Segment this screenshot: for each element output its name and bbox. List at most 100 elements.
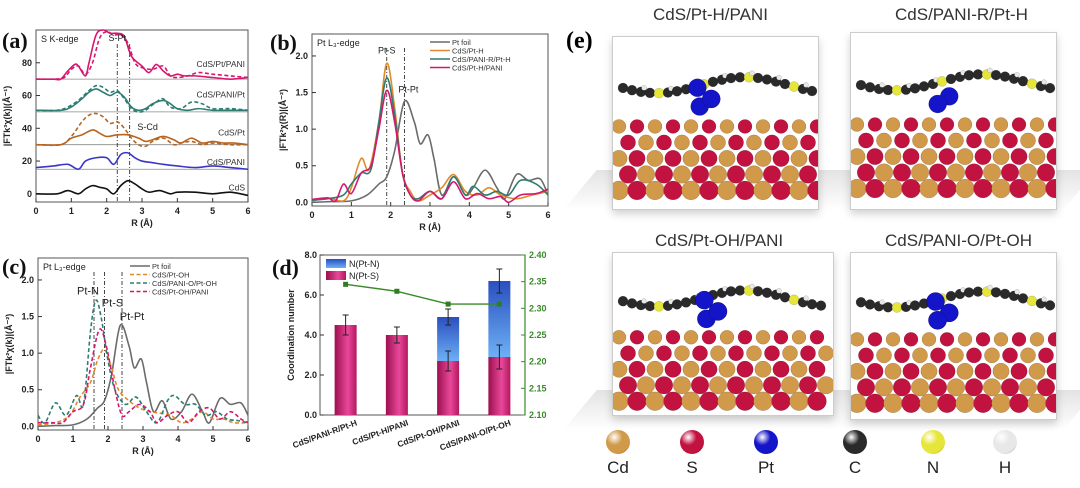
atom-sphere — [818, 345, 833, 362]
x-tick-label: 3 — [140, 434, 145, 444]
atom-sphere — [991, 178, 1011, 199]
atom-sphere — [882, 301, 894, 313]
atom-sphere — [910, 378, 930, 397]
plot-frame — [35, 29, 249, 203]
atom-sphere — [629, 329, 645, 345]
atom-sphere — [671, 85, 683, 97]
atom-sphere — [975, 117, 991, 132]
atom-sphere — [737, 119, 753, 134]
atom-sphere — [780, 165, 800, 184]
atom-legend-c: C — [825, 430, 885, 478]
atom-sphere — [883, 393, 903, 413]
legend-swatch — [326, 259, 346, 268]
atom-sphere — [891, 85, 903, 96]
curve-label: CdS/Pt/PANI — [197, 59, 246, 69]
atom-sphere — [638, 345, 654, 362]
bar-pt-n — [488, 281, 511, 357]
atom-legend: Cd S Pt C N H — [560, 430, 1080, 488]
y2-tick-label: 2.35 — [529, 277, 547, 287]
atom-sphere — [627, 180, 647, 201]
atom-sphere — [707, 76, 719, 88]
series-line — [38, 328, 249, 425]
atom-sphere — [681, 180, 701, 201]
atom-sphere — [656, 134, 672, 151]
atom-sphere — [749, 70, 755, 76]
y-axis-label: |FTk²χ(k)|(Å⁻²) — [4, 314, 14, 374]
atom-legend-pt: Pt — [736, 430, 796, 478]
s-atom-icon — [680, 430, 704, 454]
atom-sphere — [746, 134, 762, 151]
model-frame-3 — [612, 252, 834, 416]
atom-sphere — [816, 376, 833, 395]
x-tick-label: 1 — [70, 434, 75, 444]
atom-sphere — [946, 378, 966, 397]
y-tick-label: 8.0 — [304, 250, 317, 260]
y-tick-label: 0.0 — [304, 410, 317, 420]
legend-label: Pt foil — [452, 38, 471, 47]
bar-pt-s — [488, 357, 511, 415]
atom-sphere — [656, 345, 672, 362]
series-line — [35, 151, 249, 171]
atom-sphere — [700, 360, 718, 378]
atom-sphere — [1038, 347, 1054, 364]
atom-sphere — [613, 360, 628, 378]
atom-sphere — [620, 345, 636, 362]
atom-sphere — [1000, 163, 1020, 182]
atom-sphere — [851, 332, 865, 347]
atom-sphere — [987, 284, 993, 291]
atom-sphere — [772, 149, 790, 167]
x-tick-label: 5 — [506, 210, 511, 220]
atom-sphere — [966, 347, 982, 364]
atom-sphere — [664, 149, 682, 167]
panel-label: (d) — [272, 255, 299, 280]
atom-sphere — [948, 347, 964, 364]
atom-sphere — [921, 117, 937, 132]
x-tick-label: CdS/PANI-R/Pt-H — [291, 417, 358, 450]
atom-sphere — [882, 84, 894, 96]
atom-sphere — [710, 345, 726, 362]
atom-sphere — [646, 360, 664, 378]
atom-sphere — [855, 297, 867, 308]
legend-label: Pt foil — [152, 262, 171, 271]
atom-sphere — [663, 391, 683, 411]
atom-sphere — [855, 79, 867, 91]
atom-sphere — [912, 132, 928, 149]
atom-sphere — [939, 332, 955, 347]
atom-sphere — [807, 391, 827, 411]
atom-sphere — [617, 295, 629, 307]
atom-sphere — [663, 180, 683, 201]
atom-sphere — [974, 148, 992, 165]
atom-sphere — [984, 132, 1000, 149]
atom-sphere — [1047, 332, 1056, 347]
atom-sphere — [982, 163, 1002, 182]
atom-sphere — [867, 117, 883, 132]
legend-label: N(Pt-N) — [349, 259, 380, 269]
atom-sphere — [737, 329, 753, 345]
atom-sphere — [664, 360, 682, 378]
atom-sphere — [918, 81, 930, 92]
n-atom-icon — [921, 430, 945, 454]
atom-sphere — [776, 288, 782, 294]
atom-sphere — [800, 345, 816, 362]
atom-sphere — [865, 393, 885, 413]
atom-sphere — [654, 165, 674, 184]
atom-sphere — [956, 362, 974, 380]
y-tick-label: 6.0 — [304, 290, 317, 300]
atom-sphere — [963, 70, 975, 81]
atom-sphere — [937, 393, 957, 413]
molecular-structure-4 — [851, 284, 1056, 413]
atom-sphere — [618, 376, 638, 395]
model-title-1: CdS/Pt-H/PANI — [653, 5, 768, 24]
x-tick-label: 5 — [210, 434, 215, 444]
atom-sphere — [851, 148, 866, 165]
legend-label: CdS/Pt-H/PANI — [452, 64, 503, 73]
atom-sphere — [1046, 362, 1056, 380]
molecular-structure-3 — [613, 283, 833, 411]
atom-sphere — [644, 87, 656, 99]
y2-tick-label: 2.10 — [529, 410, 547, 420]
atom-sphere — [1047, 117, 1056, 132]
atom-sphere — [912, 347, 928, 364]
atom-sphere — [1014, 71, 1020, 78]
peak-annotation: Pt-Pt — [120, 311, 144, 323]
